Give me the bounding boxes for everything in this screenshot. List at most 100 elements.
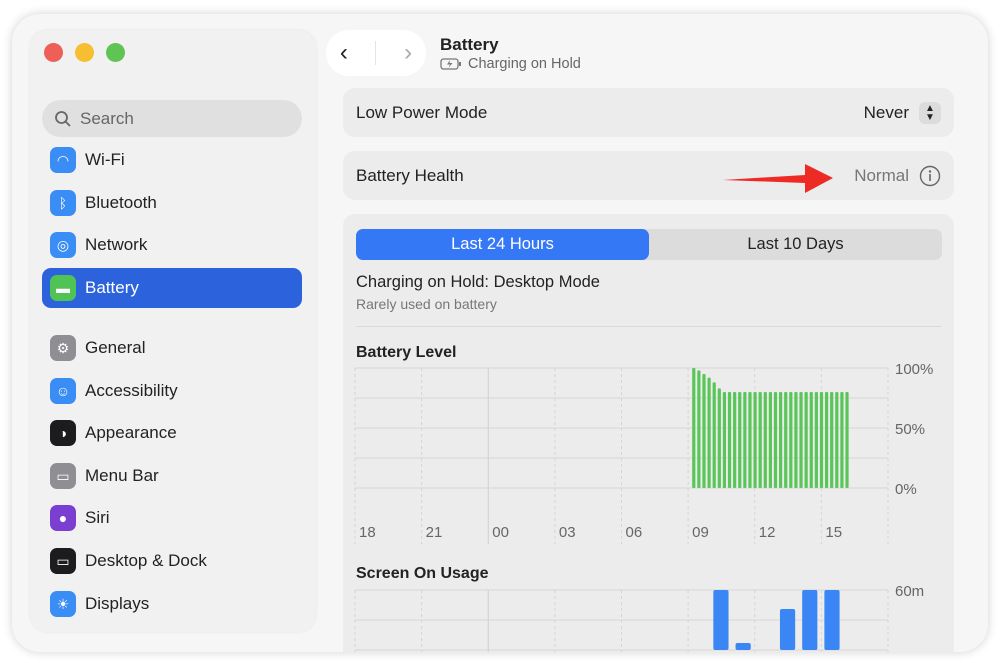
battery-level-bar: [738, 392, 742, 488]
minimize-button[interactable]: [75, 43, 94, 62]
y-tick-label: 60m: [895, 583, 924, 600]
sidebar-item-label: Displays: [85, 594, 150, 613]
status-detail: Rarely used on battery: [356, 296, 497, 312]
siri-icon: ●: [50, 505, 76, 531]
sun-icon: ☀: [50, 591, 76, 617]
appearance-icon: ◑: [50, 420, 76, 446]
battery-level-bar: [717, 388, 721, 488]
battery-level-bar: [779, 392, 783, 488]
info-icon[interactable]: [919, 165, 941, 187]
tab-last-10-days[interactable]: Last 10 Days: [747, 235, 844, 253]
sidebar-item-label: Desktop & Dock: [85, 551, 207, 570]
screen-on-usage-title: Screen On Usage: [356, 565, 489, 582]
screen-usage-bar: [735, 643, 751, 650]
sidebar-item-desktop-dock[interactable]: ▭ Desktop & Dock: [42, 541, 302, 581]
battery-level-bar: [819, 392, 824, 488]
sidebar-item-label: Battery: [85, 278, 139, 297]
battery-level-bar: [768, 392, 772, 488]
battery-level-bar: [794, 392, 798, 488]
x-tick-label: 09: [692, 524, 709, 541]
battery-level-bar: [809, 392, 813, 488]
battery-level-bar: [712, 382, 716, 488]
sidebar-item-network[interactable]: ◎ Network: [42, 225, 302, 265]
battery-level-bar: [753, 392, 757, 488]
tab-last-24-hours[interactable]: Last 24 Hours: [356, 229, 649, 260]
battery-level-bar: [748, 392, 752, 488]
search-input[interactable]: Search: [42, 100, 302, 137]
sidebar-item-general[interactable]: ⚙ General: [42, 328, 302, 368]
screen-usage-bar: [713, 590, 729, 650]
y-tick-label: 50%: [895, 421, 925, 438]
sidebar-item-siri[interactable]: ● Siri: [42, 498, 302, 538]
chevron-updown-icon: ▲ ▼: [919, 101, 941, 124]
accessibility-icon: ☺: [50, 378, 76, 404]
x-tick-label: 12: [759, 524, 776, 541]
battery-level-bar: [697, 370, 701, 488]
battery-level-bar: [692, 368, 696, 488]
usage-card: Last 24 Hours Last 10 Days Charging on H…: [343, 214, 954, 652]
x-tick-label: 21: [426, 524, 443, 541]
page-subtitle: Charging on Hold: [440, 56, 581, 72]
bluetooth-icon: ᛒ: [50, 190, 76, 216]
battery-level-bar: [733, 392, 737, 488]
battery-level-bar: [830, 392, 834, 488]
sidebar-item-label: Network: [85, 235, 148, 254]
sidebar-item-label: Accessibility: [85, 381, 178, 400]
gear-icon: ⚙: [50, 335, 76, 361]
sidebar-item-label: Bluetooth: [85, 193, 157, 212]
x-tick-label: 15: [825, 524, 842, 541]
battery-level-bar: [804, 392, 808, 488]
sidebar-item-displays[interactable]: ☀ Displays: [42, 584, 302, 624]
battery-level-bar: [789, 392, 793, 488]
battery-level-title: Battery Level: [356, 344, 457, 361]
battery-level-bar: [722, 392, 727, 488]
forward-button[interactable]: ›: [404, 39, 413, 66]
battery-level-bar: [758, 392, 762, 488]
battery-level-bar: [845, 392, 849, 488]
battery-level-bar: [727, 392, 732, 488]
sidebar-item-battery[interactable]: ▬ Battery: [42, 268, 302, 308]
sidebar-item-appearance[interactable]: ◑ Appearance: [42, 413, 302, 453]
settings-window: Search ◠ Wi-Fi ᛒ Bluetooth ◎ Network ▬ Battery ⚙…: [12, 14, 988, 652]
sidebar-item-label: General: [85, 338, 146, 357]
low-power-mode-row: Low Power Mode Never ▲ ▼: [343, 88, 954, 137]
battery-level-bar: [773, 392, 778, 488]
search-icon: [55, 110, 71, 127]
x-tick-label: 06: [626, 524, 643, 541]
low-power-mode-select[interactable]: Never ▲ ▼: [864, 101, 941, 124]
screen-usage-bar: [779, 609, 796, 650]
battery-level-bar: [743, 392, 747, 488]
x-tick-label: 03: [559, 524, 576, 541]
sidebar-item-menu-bar[interactable]: ▭ Menu Bar: [42, 456, 302, 496]
screen-usage-bar: [824, 590, 840, 650]
battery-charging-icon: [440, 58, 461, 70]
page-title: Battery: [440, 35, 499, 54]
x-tick-label: 18: [359, 524, 376, 541]
zoom-button[interactable]: [106, 43, 125, 62]
sidebar-item-wi-fi[interactable]: ◠ Wi-Fi: [42, 140, 302, 180]
sidebar-item-accessibility[interactable]: ☺ Accessibility: [42, 371, 302, 411]
battery-health-row: Battery Health Normal: [343, 151, 954, 200]
battery-level-bar: [784, 392, 788, 488]
sidebar: Search ◠ Wi-Fi ᛒ Bluetooth ◎ Network ▬ Battery ⚙…: [30, 30, 316, 632]
sidebar-item-bluetooth[interactable]: ᛒ Bluetooth: [42, 183, 302, 223]
wifi-icon: ◠: [50, 147, 76, 173]
sidebar-item-label: Wi-Fi: [85, 150, 125, 169]
red-arrow-annotation: [723, 164, 833, 193]
battery-level-bar: [799, 392, 803, 488]
battery-level-bar: [835, 392, 839, 488]
battery-level-bar: [840, 392, 844, 488]
battery-level-bar: [814, 392, 818, 488]
battery-level-bar: [702, 374, 706, 488]
charts: 100% 50% 0% 18 21 00 03 06 09 12 15 60m: [354, 361, 933, 652]
divider: [356, 326, 941, 327]
close-button[interactable]: [44, 43, 63, 62]
search-placeholder: Search: [80, 108, 134, 128]
y-tick-label: 0%: [895, 481, 917, 498]
range-tabs: Last 24 Hours Last 10 Days: [356, 229, 942, 260]
battery-level-bar: [763, 392, 767, 488]
status-title: Charging on Hold: Desktop Mode: [356, 273, 600, 291]
battery-health-value: Normal: [854, 165, 909, 185]
back-button[interactable]: ‹: [339, 39, 348, 66]
battery-icon: ▬: [50, 275, 76, 301]
